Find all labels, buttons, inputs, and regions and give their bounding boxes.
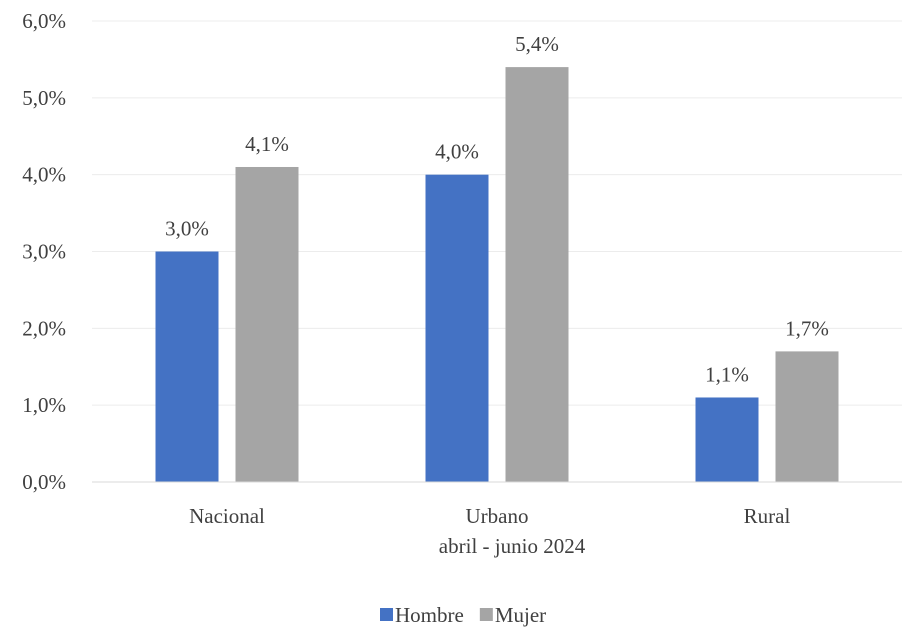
y-tick-label: 2,0% <box>22 316 66 340</box>
bar-mujer-rural <box>775 351 839 482</box>
bar-hombre-nacional <box>155 251 219 482</box>
category-label: Rural <box>744 504 791 528</box>
bar-hombre-rural <box>695 397 759 482</box>
y-tick-label: 4,0% <box>22 163 66 187</box>
y-tick-label: 6,0% <box>22 9 66 33</box>
legend-swatch <box>479 608 493 621</box>
x-axis-categories: Nacional Urbano Rural <box>189 504 790 528</box>
y-axis-ticks: 0,0% 1,0% 2,0% 3,0% 4,0% 5,0% 6,0% <box>22 9 66 494</box>
data-label: 5,4% <box>515 32 559 56</box>
data-label: 4,1% <box>245 132 289 156</box>
legend: Hombre Mujer <box>380 603 546 627</box>
y-tick-label: 1,0% <box>22 393 66 417</box>
data-labels: 3,0% 4,1% 4,0% 5,4% 1,1% 1,7% <box>165 32 829 386</box>
bar-mujer-nacional <box>235 166 299 482</box>
bar-hombre-urbano <box>425 174 489 482</box>
y-tick-label: 0,0% <box>22 470 66 494</box>
y-tick-label: 5,0% <box>22 86 66 110</box>
category-label: Urbano <box>466 504 529 528</box>
y-tick-label: 3,0% <box>22 240 66 264</box>
data-label: 1,1% <box>705 362 749 386</box>
gridlines <box>92 20 902 406</box>
legend-label: Hombre <box>395 603 464 627</box>
data-label: 3,0% <box>165 217 209 241</box>
bar-mujer-urbano <box>505 67 569 482</box>
legend-swatch <box>380 608 393 621</box>
legend-label: Mujer <box>495 603 546 627</box>
category-label: Nacional <box>189 504 265 528</box>
x-axis-label: abril - junio 2024 <box>439 534 586 558</box>
bars <box>155 67 839 482</box>
data-label: 4,0% <box>435 140 479 164</box>
data-label: 1,7% <box>785 316 829 340</box>
